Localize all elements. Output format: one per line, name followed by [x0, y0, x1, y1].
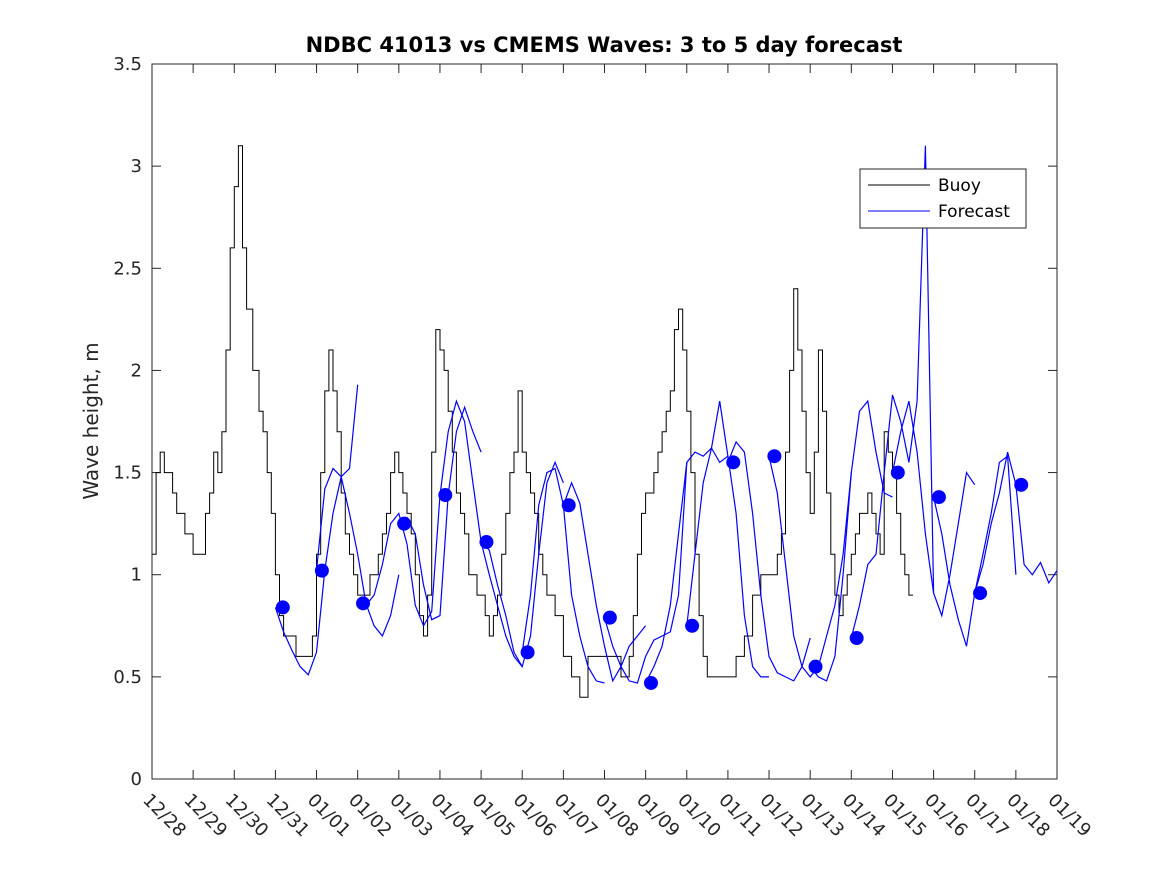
- y-tick-label: 3: [131, 156, 142, 177]
- forecast-line: [645, 400, 729, 684]
- forecast-point: [685, 618, 700, 633]
- forecast-point: [561, 498, 576, 513]
- forecast-point: [314, 563, 329, 578]
- forecast-line: [480, 460, 564, 669]
- y-axis-label: Wave height, m: [79, 342, 103, 499]
- forecast-line: [850, 145, 935, 639]
- forecast-line: [686, 446, 769, 678]
- y-tick-label: 0.5: [113, 667, 142, 688]
- legend-box: [859, 168, 1027, 229]
- forecast-line: [357, 494, 441, 628]
- forecast-point: [1014, 477, 1029, 492]
- chart-title: NDBC 41013 vs CMEMS Waves: 3 to 5 day fo…: [306, 33, 903, 57]
- y-tick-label: 1: [131, 565, 142, 586]
- forecast-line: [727, 440, 811, 682]
- y-tick-label: 2: [131, 360, 142, 381]
- forecast-point: [973, 586, 988, 601]
- forecast-line: [891, 400, 976, 618]
- y-tick-label: 2.5: [113, 258, 142, 279]
- y-tick-label: 1.5: [113, 463, 142, 484]
- forecast-point: [890, 465, 905, 480]
- forecast-point: [602, 610, 617, 625]
- forecast-point: [275, 600, 290, 615]
- forecast-line: [562, 481, 647, 683]
- forecast-point: [726, 455, 741, 470]
- forecast-point: [356, 596, 371, 611]
- forecast-line: [809, 399, 893, 682]
- buoy-line: [152, 145, 913, 698]
- forecast-point: [438, 488, 453, 503]
- forecast-line: [274, 384, 359, 676]
- y-tick-label: 0: [131, 769, 142, 790]
- forecast-point: [397, 516, 412, 531]
- forecast-point: [643, 675, 658, 690]
- forecast-point: [520, 645, 535, 660]
- forecast-markers: [275, 449, 1029, 690]
- forecast-line: [398, 405, 482, 621]
- forecast-point: [849, 631, 864, 646]
- legend: Buoy Forecast: [859, 168, 1027, 229]
- y-tick-label: 3.5: [113, 54, 142, 75]
- forecast-series: [274, 145, 1058, 684]
- forecast-point: [931, 490, 946, 505]
- forecast-line: [315, 467, 400, 638]
- forecast-line: [768, 456, 852, 678]
- legend-buoy-label: Buoy: [938, 176, 981, 196]
- forecast-point: [479, 535, 494, 550]
- y-axis: 0 0.5 1 1.5 2 2.5 3 3.5: [113, 54, 1057, 790]
- forecast-point: [767, 449, 782, 464]
- forecast-line: [603, 462, 688, 684]
- legend-forecast-label: Forecast: [938, 202, 1010, 222]
- forecast-point: [808, 659, 823, 674]
- buoy-series: [152, 145, 913, 698]
